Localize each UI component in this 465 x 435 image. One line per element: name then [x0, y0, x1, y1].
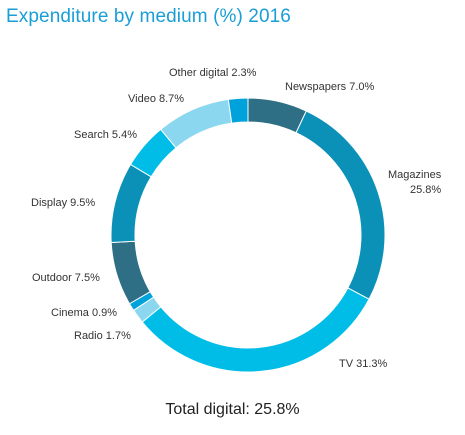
slice-display: [110, 163, 152, 244]
label-radio: Radio 1.7%: [74, 330, 131, 342]
slice-newspapers: [247, 97, 307, 134]
slice-other-digital: [227, 97, 249, 124]
label-newspapers: Newspapers 7.0%: [285, 81, 375, 93]
label-outdoor: Outdoor 7.5%: [32, 272, 100, 284]
total-digital-label: Total digital: 25.8%: [165, 401, 300, 418]
slice-magazines: [295, 110, 386, 300]
chart-title: Expenditure by medium (%) 2016: [6, 6, 291, 27]
label-cinema: Cinema 0.9%: [51, 307, 118, 319]
label-display: Display 9.5%: [31, 197, 96, 209]
slice-outdoor: [110, 240, 151, 305]
slice-tv: [141, 287, 370, 373]
label-video: Video 8.7%: [128, 93, 185, 105]
label-other-digital: Other digital 2.3%: [169, 67, 257, 79]
label-tv: TV 31.3%: [339, 358, 388, 370]
label-search: Search 5.4%: [74, 129, 137, 141]
label-magazines: Magazines 25.8%: [388, 169, 442, 196]
